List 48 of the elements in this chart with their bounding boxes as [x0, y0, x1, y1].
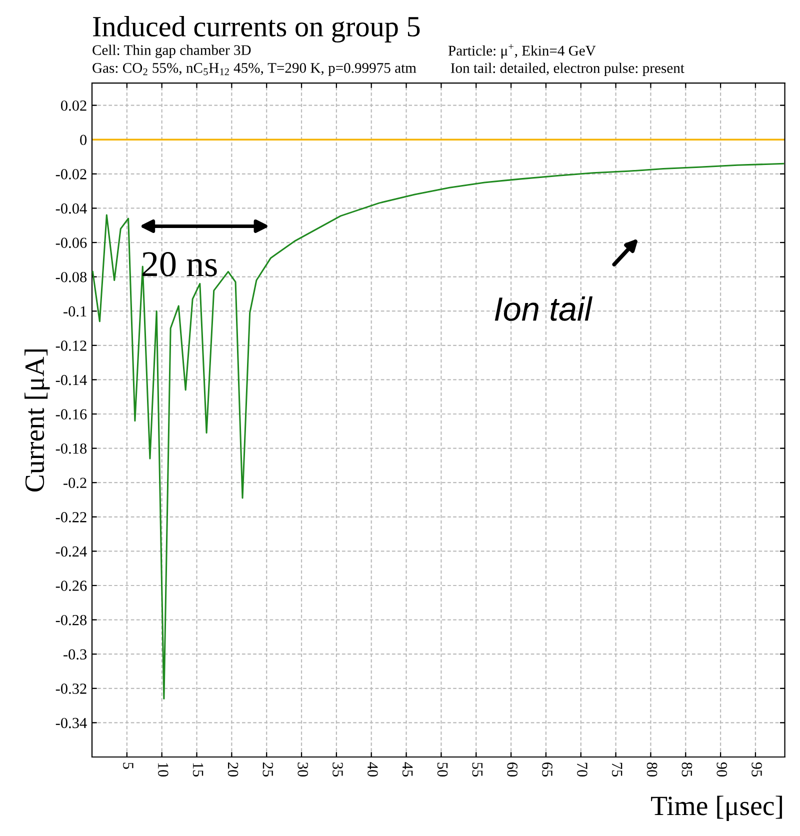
x-tick-label: 80 — [646, 762, 658, 777]
y-tick-label: -0.32 — [56, 684, 86, 694]
x-tick-label: 40 — [368, 762, 378, 777]
x-tick-label: 55 — [472, 762, 482, 777]
x-axis-title: Time [μsec] — [651, 796, 782, 821]
y-tick-label: -0.1 — [64, 306, 86, 317]
text: Cell: Thin gap chamber 3D — [92, 44, 251, 58]
y-tick-label: 0.02 — [60, 100, 86, 111]
y-tick-label: -0.24 — [56, 546, 87, 557]
x-tick-label: 45 — [402, 762, 413, 777]
y-tick-label: -0.28 — [56, 614, 87, 626]
y-tick-label: 0 — [80, 134, 87, 146]
x-tick-label: 75 — [612, 762, 622, 777]
annotation: 20 ns — [142, 252, 217, 276]
annotation: Ion tail — [494, 296, 593, 321]
y-tick-label: -0.34 — [56, 718, 87, 728]
x-tick-label: 30 — [298, 762, 308, 777]
y-tick-label: -0.26 — [56, 580, 87, 592]
text: Particle: μ$^{+}$, Ekin=4 GeV — [448, 44, 596, 59]
y-axis-title: Current [μA] — [24, 349, 50, 492]
y-tick-label: -0.2 — [64, 478, 86, 488]
y-tick-label: -0.16 — [56, 409, 87, 420]
x-tick-label: 35 — [332, 762, 343, 777]
x-tick-label: 65 — [542, 762, 552, 777]
x-tick-label: 60 — [507, 762, 518, 777]
y-tick-label: -0.14 — [56, 374, 87, 386]
y-tick-label: -0.18 — [56, 443, 87, 454]
y-tick-label: -0.22 — [56, 512, 86, 522]
x-tick-label: 50 — [437, 762, 448, 777]
x-tick-label: 90 — [716, 762, 728, 777]
y-tick-label: -0.08 — [56, 272, 87, 282]
x-tick-label: 85 — [682, 762, 692, 777]
x-tick-label: 15 — [192, 763, 204, 777]
y-tick-label: -0.3 — [64, 649, 87, 660]
chart-title: Induced currents on group 5 — [93, 16, 420, 43]
x-tick-label: 20 — [228, 762, 238, 777]
x-tick-label: 25 — [262, 762, 274, 777]
text: Gas: CO$_{2}$ 55%, nC$_{5}$H$_{12}$ 45%, T=290 K, p=0.99975 atm — [92, 63, 416, 76]
x-tick-label: 5 — [123, 762, 134, 769]
y-tick-label: -0.02 — [56, 169, 86, 180]
x-tick-label: 10 — [158, 763, 168, 777]
y-tick-label: -0.04 — [56, 203, 87, 214]
text: Ion tail: detailed, electron pulse: present — [450, 62, 684, 76]
y-tick-label: -0.06 — [56, 238, 87, 248]
y-tick-label: -0.12 — [56, 340, 86, 351]
line-series — [92, 162, 784, 700]
x-tick-label: 70 — [577, 762, 588, 777]
x-tick-label: 95 — [752, 762, 762, 777]
